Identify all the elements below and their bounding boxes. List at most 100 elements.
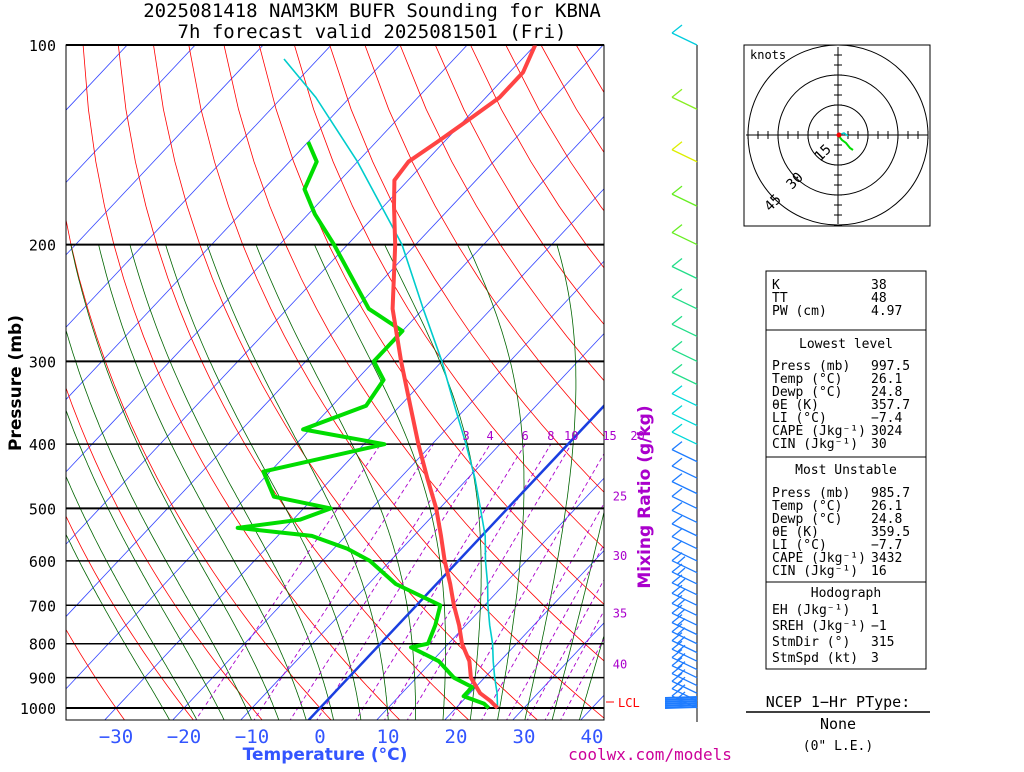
wind-barb-flag bbox=[672, 25, 682, 33]
mixing-ratio-value-label: 15 bbox=[602, 429, 616, 443]
wind-barb bbox=[672, 394, 697, 406]
ptype-note: (0" L.E.) bbox=[803, 739, 873, 754]
stats-label: StmSpd (kt) bbox=[772, 651, 858, 666]
wind-barb-flag bbox=[672, 186, 682, 194]
mixing-ratio-value-label: 30 bbox=[613, 549, 627, 563]
chart-title-line1: 2025081418 NAM3KM BUFR Sounding for KBNA bbox=[143, 0, 601, 22]
moist-adiabat-line bbox=[207, 245, 388, 722]
stats-label: PW (cm) bbox=[772, 304, 827, 319]
wind-barb bbox=[672, 537, 697, 549]
wind-barb bbox=[665, 699, 697, 700]
pressure-tick-label: 700 bbox=[29, 597, 56, 615]
wind-barb bbox=[672, 150, 697, 162]
wind-barb bbox=[672, 583, 697, 595]
mixing-ratio-line bbox=[383, 444, 551, 722]
lcl-label: LCL bbox=[618, 696, 640, 710]
wind-barb bbox=[672, 194, 697, 206]
mixing-ratio-value-label: 25 bbox=[613, 490, 627, 504]
wind-barb bbox=[672, 266, 697, 278]
wind-barb bbox=[672, 297, 697, 309]
mixing-ratio-value-label: 3 bbox=[463, 429, 470, 443]
stats-section-header: Lowest level bbox=[799, 337, 893, 352]
wind-barb bbox=[672, 372, 697, 384]
dry-adiabat-line bbox=[224, 45, 678, 722]
pressure-tick-label: 600 bbox=[29, 553, 56, 571]
pressure-tick-label: 800 bbox=[29, 636, 56, 654]
wind-barb bbox=[672, 549, 697, 561]
wind-barb-flag bbox=[672, 341, 682, 349]
wind-barb bbox=[672, 466, 697, 478]
wind-barb bbox=[665, 701, 697, 702]
isotherm-line bbox=[443, 30, 1024, 722]
stats-label: EH (Jkg⁻¹) bbox=[772, 603, 850, 618]
wind-barb-flag bbox=[672, 502, 682, 510]
isotherm-line bbox=[103, 30, 753, 722]
stats-section-header: Most Unstable bbox=[795, 463, 897, 478]
wind-barb-flag bbox=[672, 364, 682, 372]
wind-barb bbox=[672, 97, 697, 109]
isotherm-line bbox=[0, 30, 209, 722]
mixing-ratio-line bbox=[316, 444, 491, 722]
pressure-tick-label: 1000 bbox=[20, 700, 56, 718]
stats-value: 3 bbox=[871, 651, 879, 666]
stats-value: 4.97 bbox=[871, 304, 902, 319]
wind-barb-flag bbox=[672, 406, 682, 414]
wind-barb bbox=[665, 697, 697, 698]
wind-barb-flag bbox=[672, 225, 682, 233]
dry-adiabat-line bbox=[13, 45, 264, 722]
wind-barbs bbox=[665, 25, 697, 722]
mixing-ratio-axis-label: Mixing Ratio (g/kg) bbox=[635, 405, 655, 588]
wind-barb bbox=[672, 432, 697, 444]
pressure-tick-label: 400 bbox=[29, 436, 56, 454]
ptype-value: None bbox=[820, 715, 856, 733]
wind-barb bbox=[672, 482, 697, 494]
stats-value: 315 bbox=[871, 635, 894, 650]
wind-barb-flag bbox=[677, 579, 685, 586]
stats-section-header: Hodograph bbox=[811, 586, 881, 601]
isotherm-line bbox=[0, 30, 413, 722]
wind-barb bbox=[672, 349, 697, 361]
wind-barb-flag bbox=[672, 89, 682, 97]
stats-label: StmDir (°) bbox=[772, 635, 850, 650]
stats-label: SREH (Jkg⁻¹) bbox=[772, 619, 866, 634]
isotherm-line bbox=[0, 30, 549, 722]
mixing-ratio-value-label: 10 bbox=[564, 429, 578, 443]
wind-barb bbox=[672, 681, 697, 693]
chart-title-line2: 7h forecast valid 2025081501 (Fri) bbox=[178, 21, 567, 43]
dry-adiabat-line bbox=[259, 45, 746, 722]
dry-adiabat-line bbox=[154, 45, 540, 722]
wind-barb bbox=[665, 707, 697, 708]
stats-value: −1 bbox=[871, 619, 887, 634]
wind-barb-flag bbox=[672, 553, 682, 561]
stats-value: 30 bbox=[871, 437, 887, 452]
mixing-ratio-value-label: 35 bbox=[613, 606, 627, 620]
wind-barb bbox=[672, 324, 697, 336]
stats-value: 1 bbox=[871, 603, 879, 618]
wind-barb-flag bbox=[677, 568, 685, 575]
wind-barb-flag bbox=[677, 557, 685, 564]
wind-barb bbox=[672, 496, 697, 508]
wind-barb bbox=[672, 572, 697, 584]
wind-barb bbox=[665, 705, 697, 706]
credit-label: coolwx.com/models bbox=[568, 745, 732, 764]
pressure-tick-label: 200 bbox=[29, 237, 56, 255]
mixing-ratio-line bbox=[253, 444, 434, 722]
dry-adiabat-line bbox=[0, 45, 195, 722]
wind-barb-flag bbox=[672, 541, 682, 549]
temperature-tick-label: 30 bbox=[513, 726, 536, 748]
wind-barb-flag bbox=[672, 386, 682, 394]
mixing-ratio-value-label: 40 bbox=[613, 658, 627, 672]
moist-adiabat-line bbox=[99, 245, 307, 722]
mixing-ratio-value-label: 8 bbox=[547, 429, 554, 443]
wind-barb-flag bbox=[672, 316, 682, 324]
temperature-tick-label: 20 bbox=[445, 726, 468, 748]
hodograph-units-label: knots bbox=[750, 48, 786, 62]
stats-label: CIN (Jkg⁻¹) bbox=[772, 564, 858, 579]
wind-barb-flag bbox=[672, 442, 682, 450]
wind-barb-flag bbox=[672, 424, 682, 432]
wind-barb-flag bbox=[672, 488, 682, 496]
wind-barb bbox=[672, 593, 697, 605]
temperature-tick-label: −30 bbox=[99, 726, 133, 748]
mixing-ratio-line bbox=[526, 444, 678, 722]
